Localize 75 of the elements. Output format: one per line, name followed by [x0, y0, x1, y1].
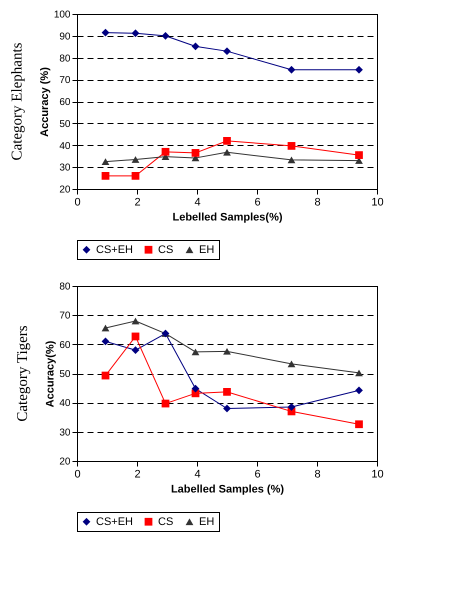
x-tick-label: 6 — [254, 468, 261, 480]
point — [288, 156, 296, 164]
point — [192, 384, 200, 393]
y-axis-title: Accuracy (%) — [38, 66, 51, 137]
x-tick-label: 0 — [74, 196, 81, 208]
y-tick-label: 30 — [59, 427, 71, 438]
legend-label: EH — [199, 244, 214, 256]
x-tick-label: 10 — [371, 468, 384, 480]
point — [288, 66, 296, 74]
y-tick-label: 40 — [59, 398, 71, 410]
y-tick-label: 50 — [59, 118, 71, 130]
point — [162, 32, 170, 40]
legend-label: EH — [199, 516, 214, 528]
y-tick-label: 80 — [59, 53, 71, 64]
point — [102, 324, 110, 332]
point — [223, 148, 231, 156]
x-axis-title: Labelled Samples (%) — [170, 484, 284, 496]
legend-label: CS — [158, 244, 174, 256]
point — [355, 370, 363, 376]
point — [102, 338, 110, 346]
text: Category Elephants — [9, 42, 26, 160]
legend-label: CS+EH — [96, 244, 134, 256]
x-tick-label: 2 — [134, 468, 141, 480]
point — [288, 142, 296, 150]
point — [132, 172, 140, 180]
point — [355, 420, 363, 428]
y-tick-label: 30 — [59, 162, 71, 174]
point — [223, 388, 231, 396]
x-tick-label: 4 — [194, 468, 201, 480]
x-axis-title: Lebelled Samples(%) — [172, 212, 283, 224]
point — [192, 348, 200, 356]
point — [102, 28, 110, 36]
x-tick-label: 4 — [194, 196, 201, 208]
y-tick-label: 100 — [54, 10, 71, 20]
point — [223, 404, 231, 412]
y-tick-label: 40 — [59, 140, 71, 152]
point — [102, 372, 110, 380]
point — [192, 42, 200, 50]
y-tick-label: 50 — [59, 369, 71, 380]
point — [132, 346, 140, 354]
point — [223, 137, 231, 145]
x-tick-label: 8 — [314, 196, 321, 208]
point — [223, 47, 231, 56]
text: Category Tigers — [14, 325, 31, 422]
point — [355, 386, 363, 394]
y-tick-label: 60 — [59, 97, 71, 108]
y-tick-label: 70 — [59, 75, 71, 86]
point — [132, 156, 140, 163]
x-tick-label: 2 — [134, 196, 141, 208]
point — [162, 148, 170, 156]
y-tick-label: 20 — [59, 184, 71, 196]
y-tick-label: 70 — [59, 310, 71, 322]
x-tick-label: 6 — [254, 196, 261, 208]
point — [162, 400, 170, 408]
point — [102, 172, 110, 180]
x-tick-label: 10 — [371, 196, 384, 208]
x-tick-label: 8 — [314, 468, 321, 480]
point — [355, 151, 363, 159]
point — [132, 332, 140, 340]
point — [132, 318, 140, 324]
point — [223, 348, 231, 355]
x-tick-label: 0 — [74, 468, 81, 480]
legend-label: CS — [158, 516, 174, 528]
point — [288, 360, 296, 368]
y-tick-label: 90 — [59, 31, 71, 42]
y-tick-label: 60 — [59, 340, 71, 351]
point — [288, 403, 296, 411]
point — [102, 158, 110, 166]
point — [355, 66, 363, 74]
point — [192, 149, 200, 157]
y-tick-label: 20 — [59, 456, 71, 468]
y-axis-title: Accuracy(%) — [44, 340, 56, 408]
point — [132, 29, 140, 38]
legend-label: CS+EH — [96, 516, 134, 528]
y-tick-label: 80 — [59, 282, 71, 292]
